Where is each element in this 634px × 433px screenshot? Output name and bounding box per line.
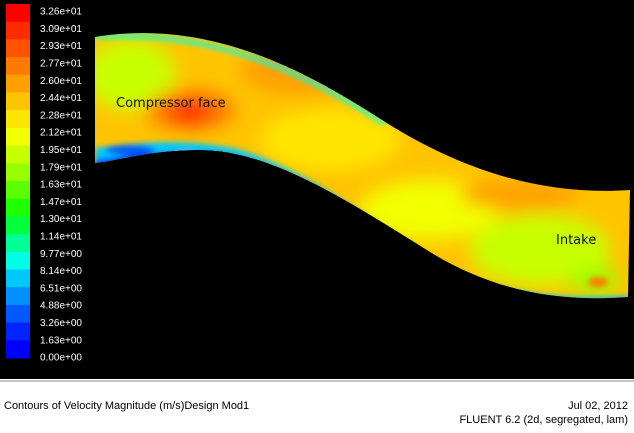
- legend-swatch: [6, 198, 30, 217]
- legend-swatch: [6, 216, 30, 235]
- legend-swatch: [6, 234, 30, 253]
- annotation: Compressor face: [116, 96, 226, 111]
- legend-swatch: [6, 340, 30, 359]
- legend-label: 1.30e+01: [40, 214, 82, 225]
- legend-label: 1.95e+01: [40, 145, 82, 156]
- legend-swatch: [6, 322, 30, 341]
- legend-label: 2.60e+01: [40, 76, 82, 87]
- legend-label: 2.28e+01: [40, 110, 82, 121]
- legend-swatch: [6, 21, 30, 40]
- legend-swatch: [6, 181, 30, 200]
- legend-label: 3.26e+00: [40, 318, 82, 329]
- legend-label: 1.14e+01: [40, 232, 82, 243]
- legend-swatch: [6, 145, 30, 164]
- legend-label: 1.47e+01: [40, 197, 82, 208]
- footer-date: Jul 02, 2012: [568, 400, 628, 412]
- legend-label: 1.63e+01: [40, 180, 82, 191]
- legend-swatch: [6, 163, 30, 182]
- legend-label: 3.26e+01: [40, 7, 82, 18]
- legend-label: 0.00e+00: [40, 353, 82, 364]
- legend-label: 8.14e+00: [40, 266, 82, 277]
- legend-label: 9.77e+00: [40, 249, 82, 260]
- legend-label: 2.12e+01: [40, 128, 82, 139]
- annotation: Intake: [556, 233, 596, 248]
- legend-swatch: [6, 74, 30, 93]
- legend-label: 2.93e+01: [40, 41, 82, 52]
- legend-swatch: [6, 127, 30, 147]
- legend-swatch: [6, 4, 30, 23]
- legend-swatch: [6, 304, 30, 324]
- legend-label: 2.77e+01: [40, 59, 82, 70]
- footer-title: Contours of Velocity Magnitude (m/s)Desi…: [4, 400, 249, 412]
- legend-swatch: [6, 57, 30, 76]
- legend-label: 2.44e+01: [40, 93, 82, 104]
- legend-swatch: [6, 269, 30, 288]
- legend-swatch: [6, 92, 30, 111]
- legend-label: 6.51e+00: [40, 283, 82, 294]
- legend-label: 1.79e+01: [40, 162, 82, 173]
- legend-label: 3.09e+01: [40, 24, 82, 35]
- footer-solver: FLUENT 6.2 (2d, segregated, lam): [459, 414, 628, 426]
- legend-label: 1.63e+00: [40, 335, 82, 346]
- legend-label: 4.88e+00: [40, 301, 82, 312]
- legend-swatch: [6, 251, 30, 270]
- legend-swatch: [6, 39, 30, 58]
- color-legend: 3.26e+01 3.09e+01 2.93e+01 2.77e+01 2.60e+01…: [6, 4, 82, 364]
- legend-swatch: [6, 287, 30, 306]
- legend-swatch: [6, 110, 30, 129]
